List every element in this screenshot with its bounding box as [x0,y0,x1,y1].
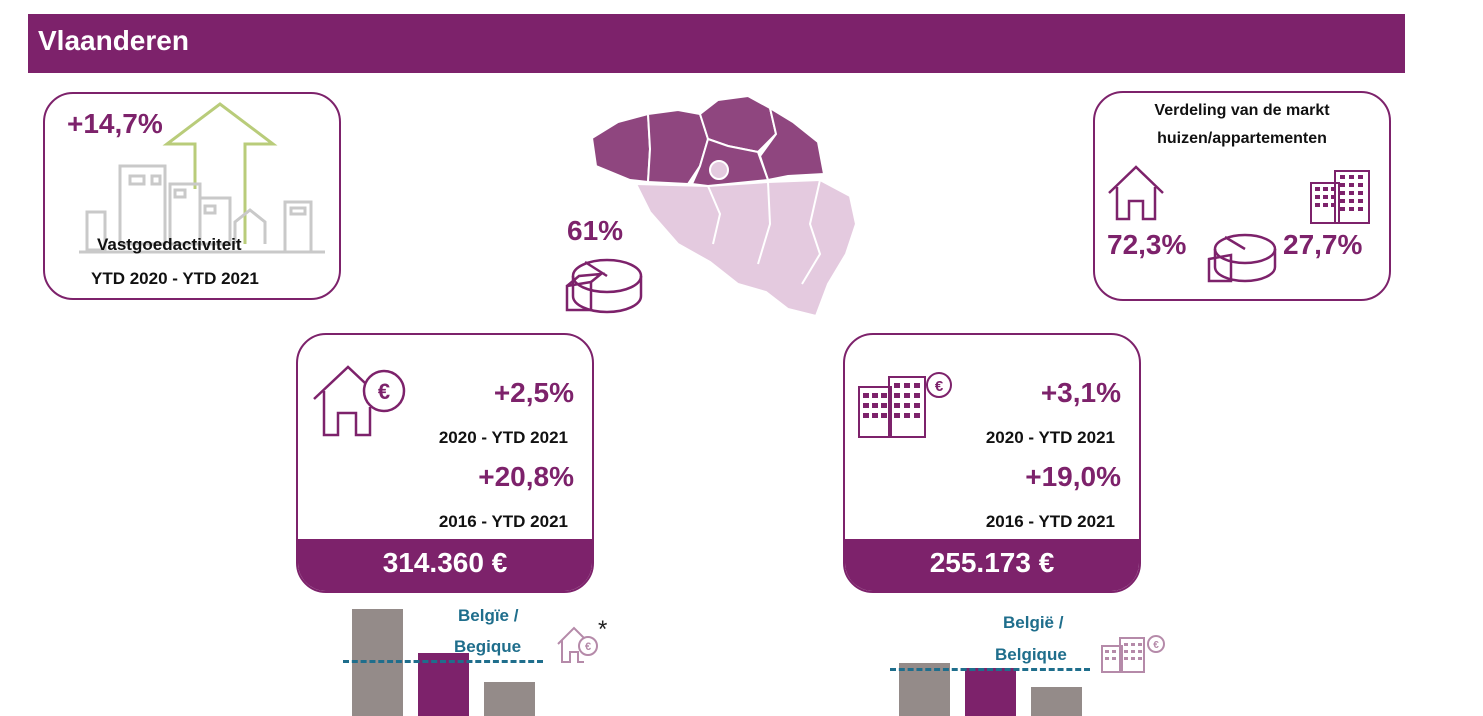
svg-text:€: € [935,378,944,395]
house-euro-icon: € [313,365,406,437]
apartment-change-long: +19,0% [1025,461,1121,492]
house-compare-bar-flanders [418,653,469,716]
apartment-euro-icon: € [858,372,952,438]
house-euro-icon: € [557,626,598,663]
footnote-asterisk: * [598,616,608,643]
apartment-compare-bar-3 [1031,687,1082,716]
house-period-short: 2020 - YTD 2021 [438,428,568,447]
house-change-short: +2,5% [493,377,574,408]
flanders-share: 61% [567,215,624,246]
apartment-price-band: 255.173 € [845,539,1139,591]
svg-text:€: € [1153,640,1159,651]
region-header: Vlaanderen [28,14,1405,73]
houses-share: 72,3% [1107,229,1187,260]
house-change-long: +20,8% [478,461,574,492]
apartment-building-icon [1310,170,1370,224]
distribution-title: Verdeling van de markt [1154,102,1330,119]
apartment-belgium-label: België / [1003,613,1064,632]
activity-period: YTD 2020 - YTD 2021 [91,269,259,288]
apartment-price-card: € +3,1% 2020 - YTD 2021 +19,0% 2016 - YT… [843,333,1141,593]
apartment-price: 255.173 € [929,547,1055,578]
house-belgium-label: Belgïe / [458,606,519,625]
house-price: 314.360 € [382,547,508,578]
svg-text:€: € [585,641,591,653]
apartment-period-long: 2016 - YTD 2021 [985,512,1115,531]
apartment-belgium-average-line [890,668,1090,671]
distribution-subtitle: huizen/appartementen [1157,130,1327,147]
activity-growth: +14,7% [67,108,163,139]
pie-chart-icon [1207,233,1277,283]
apartment-period-short: 2020 - YTD 2021 [985,428,1115,447]
house-period-long: 2016 - YTD 2021 [438,512,568,531]
apartment-compare-bar-1 [899,663,950,716]
page-title: Vlaanderen [38,25,189,56]
apartments-share: 27,7% [1283,229,1363,260]
pie-chart-icon [565,258,643,314]
house-belgium-label-fr: Begique [454,637,522,656]
house-price-card: € +2,5% 2020 - YTD 2021 +20,8% 2016 - YT… [296,333,594,593]
apartment-compare-bar-flanders [965,668,1016,716]
house-price-band: 314.360 € [298,539,592,591]
belgium-map [590,94,858,318]
house-compare-bar-3 [484,682,535,716]
city-growth-icon [79,102,325,254]
distribution-card: Verdeling van de markt huizen/appartemen… [1093,91,1391,301]
apartment-euro-icon: € [1101,635,1165,673]
activity-label: Vastgoedactiviteit [97,235,242,254]
house-belgium-average-line [343,660,543,663]
house-icon [1108,165,1164,221]
apartment-belgium-label-fr: Belgique [995,645,1067,664]
apartment-change-short: +3,1% [1040,377,1121,408]
svg-text:€: € [378,379,390,404]
activity-card: +14,7% Vastgoedactiviteit YTD 2020 - YTD… [43,92,341,300]
